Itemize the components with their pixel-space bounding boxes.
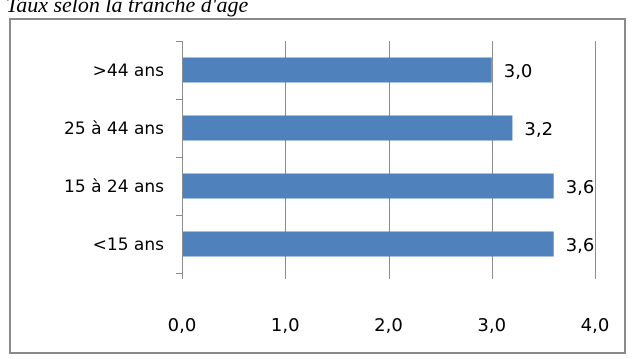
- data-label-1: 3,2: [524, 119, 553, 140]
- category-label-1: 25 à 44 ans: [64, 119, 164, 139]
- x-tick-label-2: 2,0: [374, 315, 403, 336]
- axes: [176, 41, 596, 279]
- x-tick-label-1: 1,0: [271, 315, 300, 336]
- bar-2: [183, 173, 554, 199]
- data-label-2: 3,6: [566, 177, 595, 198]
- category-label-0: >44 ans: [93, 61, 164, 81]
- bar-0: [183, 57, 492, 83]
- x-tick-label-3: 3,0: [477, 315, 506, 336]
- bars: [183, 57, 554, 257]
- category-label-2: 15 à 24 ans: [64, 177, 164, 197]
- bar-3: [183, 231, 554, 257]
- chart-title: Taux selon la tranche d'âge: [6, 0, 249, 17]
- category-label-3: <15 ans: [93, 235, 164, 255]
- bar-1: [183, 115, 513, 141]
- x-tick-label-4: 4,0: [581, 315, 610, 336]
- labels: >44 ans 3,0 25 à 44 ans 3,2 15 à 24 ans 3,6 <1…: [64, 61, 609, 336]
- data-label-0: 3,0: [504, 61, 533, 82]
- x-tick-label-0: 0,0: [168, 315, 197, 336]
- data-label-3: 3,6: [566, 235, 595, 256]
